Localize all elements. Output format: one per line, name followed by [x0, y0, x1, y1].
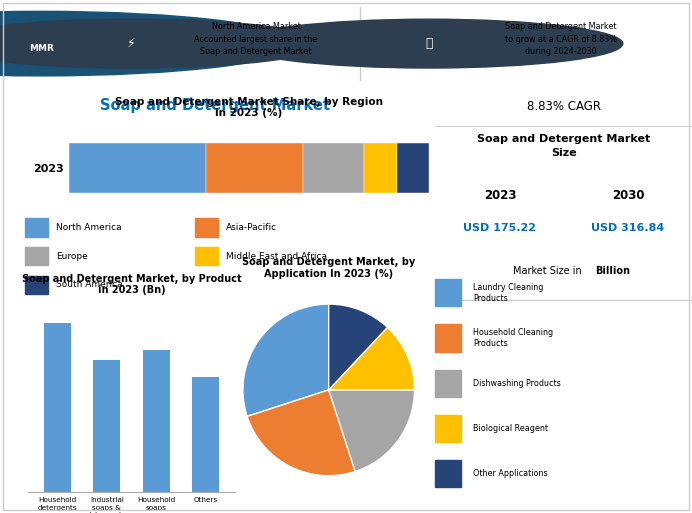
- Text: Biological Reagent: Biological Reagent: [473, 424, 549, 433]
- Wedge shape: [329, 327, 415, 390]
- Text: USD 316.84: USD 316.84: [592, 224, 664, 233]
- Title: Soap and Detergent Market, by
Application In 2023 (%): Soap and Detergent Market, by Applicatio…: [242, 258, 415, 279]
- Text: USD 175.22: USD 175.22: [464, 224, 536, 233]
- Text: ⚡: ⚡: [127, 37, 136, 50]
- Text: 🔥: 🔥: [426, 37, 432, 50]
- Circle shape: [235, 19, 623, 68]
- Text: Market Size in: Market Size in: [513, 266, 585, 276]
- Bar: [195, 247, 218, 265]
- Title: Soap and Detergent Market Share, by Region
in 2023 (%): Soap and Detergent Market Share, by Regi…: [115, 96, 383, 118]
- Text: 2023: 2023: [484, 189, 516, 203]
- Bar: [25, 247, 48, 265]
- Text: 8.83% CAGR: 8.83% CAGR: [527, 100, 601, 113]
- Bar: [206, 143, 303, 193]
- Wedge shape: [247, 390, 355, 476]
- Text: South America: South America: [56, 280, 122, 289]
- Bar: [435, 369, 461, 397]
- Text: North America: North America: [56, 223, 122, 232]
- Circle shape: [0, 19, 325, 68]
- Bar: [69, 143, 206, 193]
- Bar: [435, 415, 461, 442]
- Text: Europe: Europe: [56, 251, 88, 261]
- Text: Soap and Detergent Market
to grow at a CAGR of 8.83%
during 2024-2030: Soap and Detergent Market to grow at a C…: [504, 22, 617, 56]
- Bar: [192, 377, 219, 492]
- Text: Asia-Pacific: Asia-Pacific: [226, 223, 277, 232]
- Bar: [44, 323, 71, 492]
- Bar: [364, 143, 397, 193]
- Text: 2030: 2030: [612, 189, 644, 203]
- Text: Soap and Detergent Market
Size: Soap and Detergent Market Size: [477, 134, 650, 158]
- Text: Middle East and Africa: Middle East and Africa: [226, 251, 327, 261]
- Text: Dishwashing Products: Dishwashing Products: [473, 379, 561, 388]
- Bar: [435, 324, 461, 351]
- Text: MMR: MMR: [29, 44, 54, 53]
- Bar: [143, 350, 170, 492]
- Text: Billion: Billion: [594, 266, 630, 276]
- Bar: [435, 279, 461, 306]
- Wedge shape: [329, 390, 415, 471]
- Bar: [435, 460, 461, 487]
- Text: Laundry Cleaning
Products: Laundry Cleaning Products: [473, 283, 544, 303]
- Text: Soap and Detergent Market: Soap and Detergent Market: [100, 97, 329, 113]
- Title: Soap and Detergent Market, by Product
in 2023 (Bn): Soap and Detergent Market, by Product in…: [21, 274, 242, 295]
- Wedge shape: [243, 304, 329, 417]
- Bar: [25, 275, 48, 294]
- Bar: [397, 143, 429, 193]
- Bar: [25, 218, 48, 236]
- Bar: [303, 143, 364, 193]
- Wedge shape: [329, 304, 388, 390]
- Text: Other Applications: Other Applications: [473, 469, 548, 478]
- Text: North America Market
Accounted largest share in the
Soap and Detergent Market: North America Market Accounted largest s…: [194, 22, 318, 56]
- Bar: [93, 360, 120, 492]
- Circle shape: [0, 11, 298, 76]
- Bar: [195, 218, 218, 236]
- Text: Household Cleaning
Products: Household Cleaning Products: [473, 328, 554, 348]
